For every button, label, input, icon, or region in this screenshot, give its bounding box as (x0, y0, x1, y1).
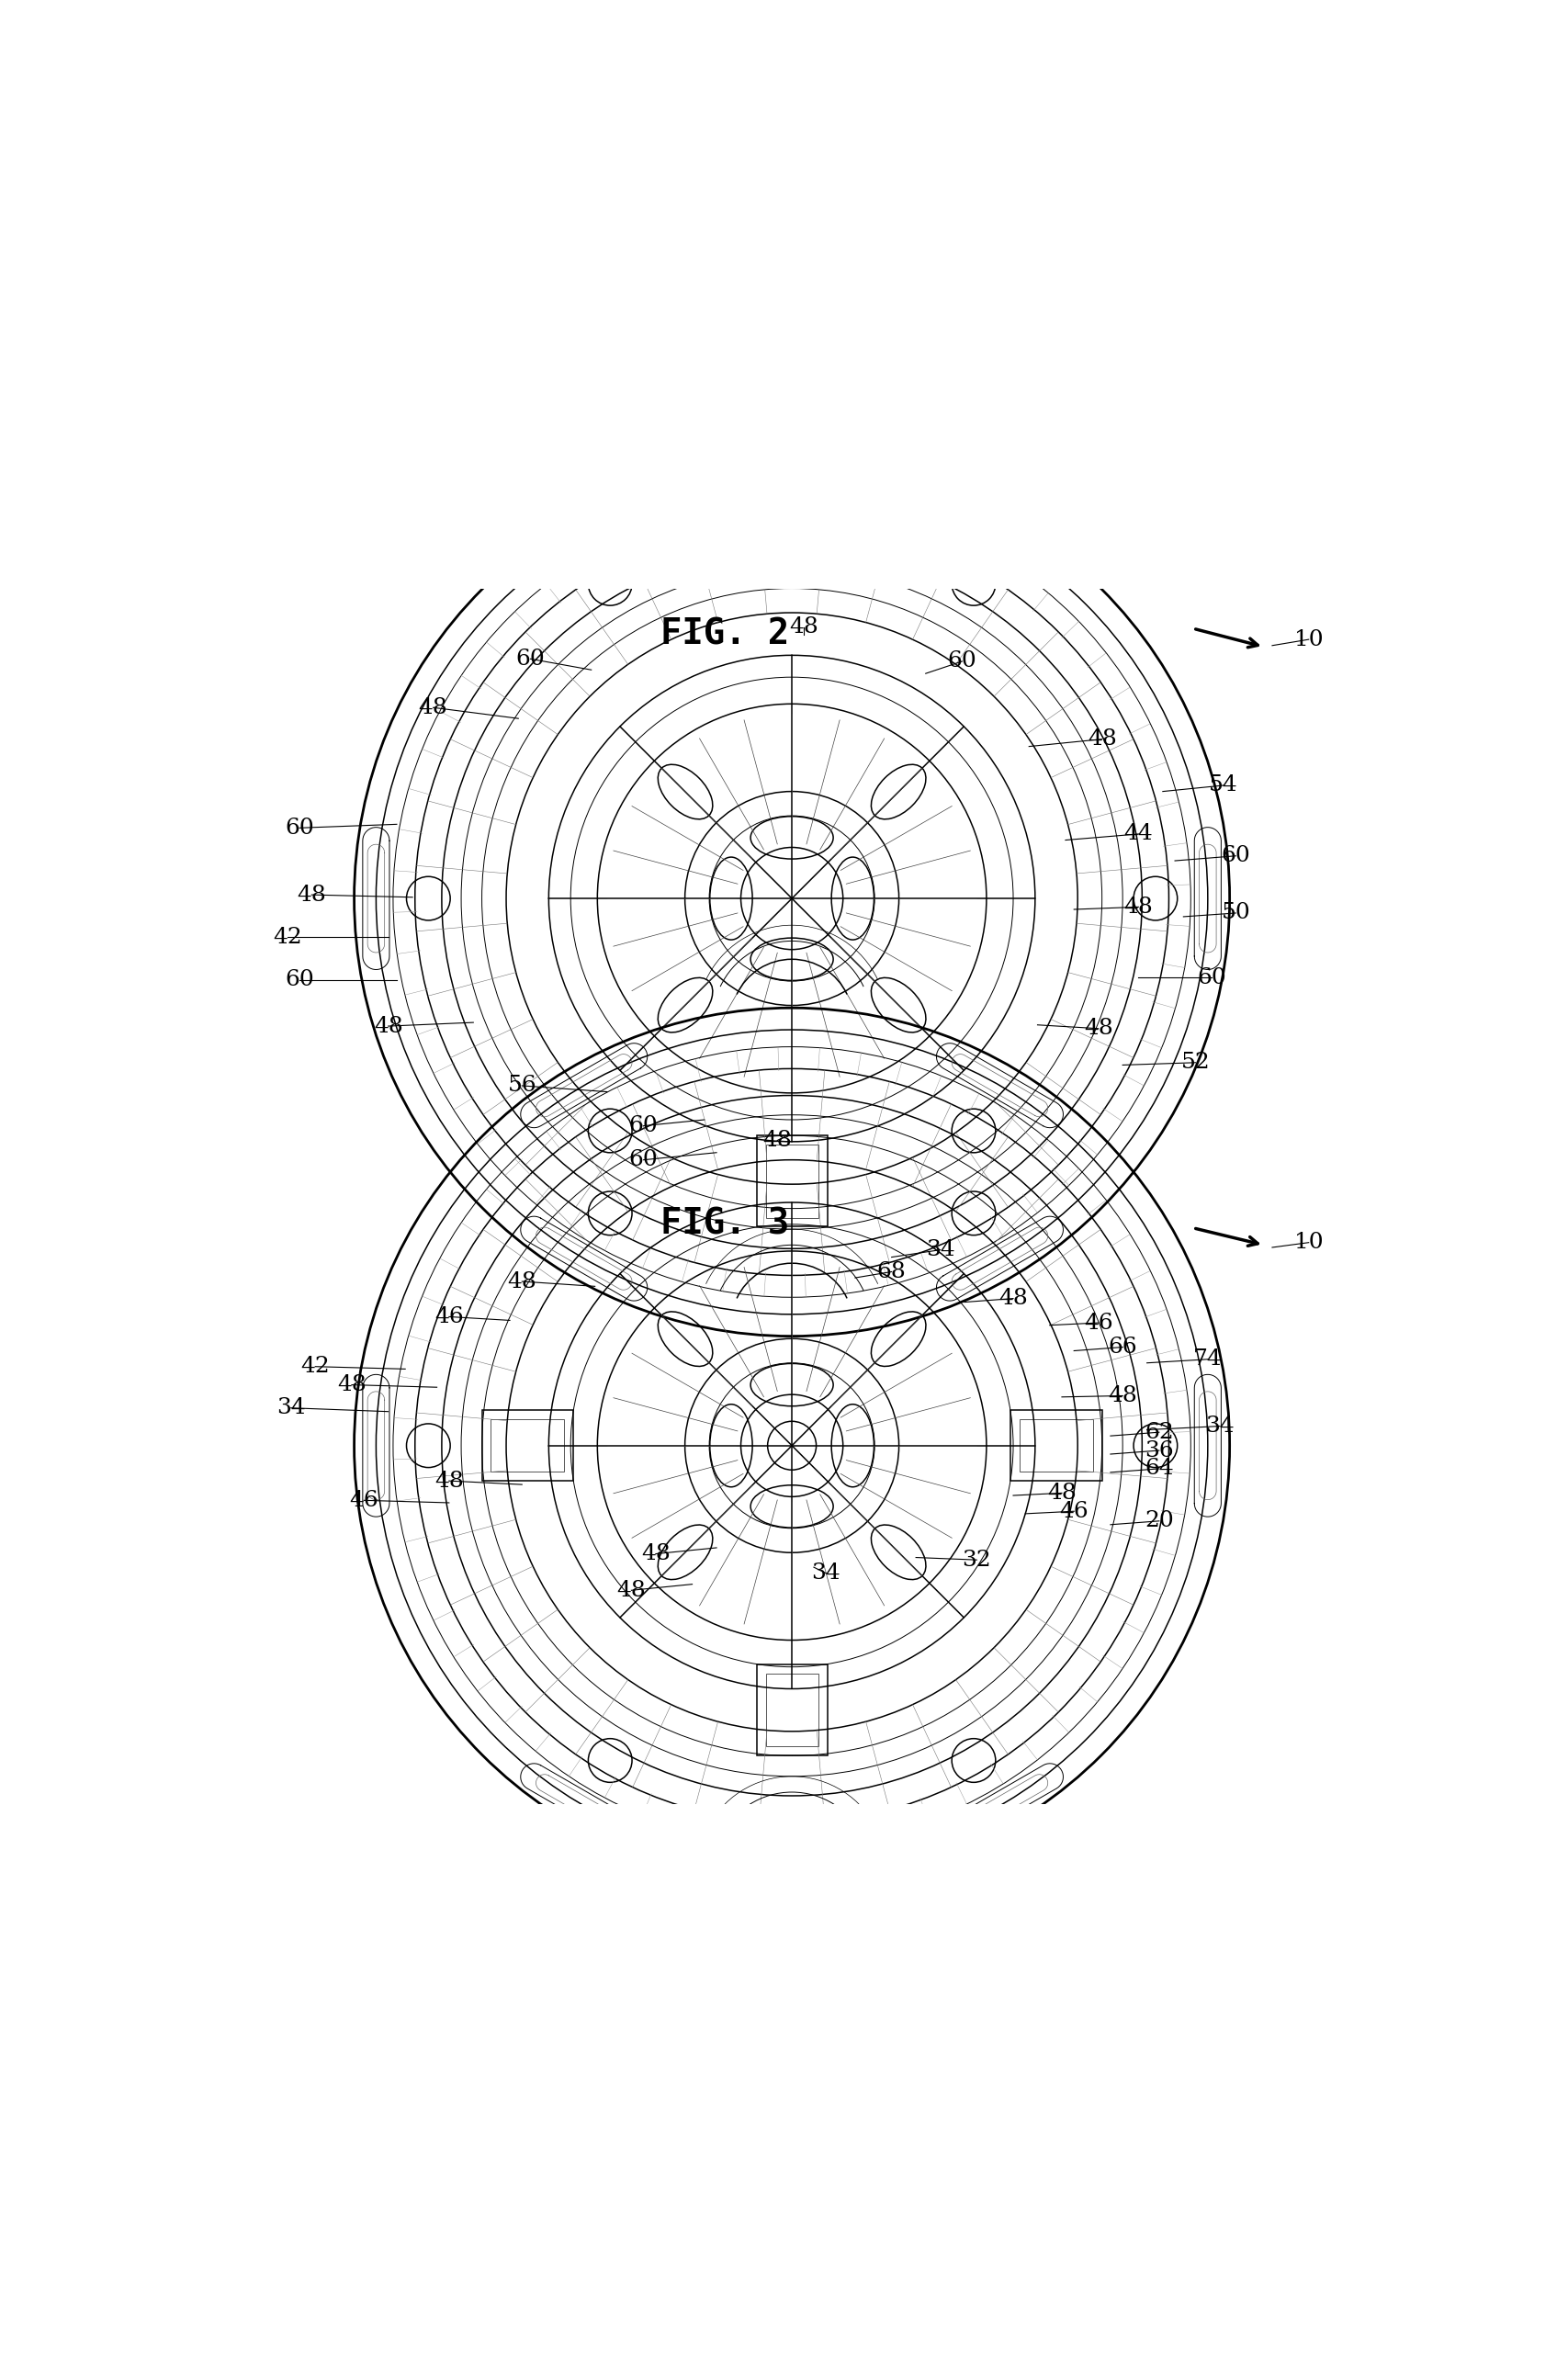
Text: 46: 46 (1083, 1312, 1112, 1334)
Text: 48: 48 (434, 1471, 463, 1492)
Text: 48: 48 (999, 1289, 1027, 1310)
Text: 36: 36 (1145, 1440, 1173, 1462)
Text: 60: 60 (285, 817, 314, 839)
Text: 46: 46 (1058, 1500, 1088, 1521)
Text: 46: 46 (434, 1305, 463, 1327)
Text: 48: 48 (616, 1580, 646, 1601)
Text: 64: 64 (1145, 1459, 1173, 1478)
Text: 48: 48 (641, 1542, 670, 1564)
Text: 66: 66 (1107, 1336, 1137, 1357)
Text: 34: 34 (811, 1564, 840, 1585)
Text: 54: 54 (1209, 775, 1237, 796)
Text: 60: 60 (629, 1116, 657, 1137)
Text: 48: 48 (789, 616, 818, 637)
Text: 60: 60 (947, 651, 977, 673)
Text: 62: 62 (1145, 1421, 1173, 1443)
Text: 52: 52 (1181, 1052, 1209, 1073)
Text: 34: 34 (925, 1239, 955, 1260)
Text: 20: 20 (1145, 1511, 1173, 1530)
Text: 48: 48 (1083, 1019, 1112, 1040)
Text: 42: 42 (301, 1355, 329, 1376)
Text: 42: 42 (273, 926, 301, 948)
Text: 48: 48 (1107, 1386, 1137, 1407)
Text: 60: 60 (516, 649, 544, 670)
Text: 34: 34 (276, 1398, 306, 1419)
Text: 60: 60 (285, 969, 314, 990)
Text: 48: 48 (296, 884, 326, 905)
Text: 74: 74 (1193, 1348, 1221, 1369)
Text: 32: 32 (961, 1549, 991, 1571)
Text: 48: 48 (506, 1270, 536, 1291)
Text: 10: 10 (1294, 1232, 1322, 1253)
Text: 68: 68 (877, 1260, 906, 1282)
Text: 48: 48 (337, 1374, 365, 1395)
Text: 48: 48 (1123, 895, 1152, 917)
Text: 50: 50 (1220, 903, 1250, 924)
Text: 48: 48 (373, 1016, 403, 1038)
Text: 10: 10 (1294, 628, 1322, 649)
Text: 48: 48 (1087, 730, 1116, 749)
Text: 60: 60 (629, 1149, 657, 1170)
Text: 48: 48 (1047, 1483, 1076, 1504)
Text: FIG. 2: FIG. 2 (660, 618, 789, 651)
Text: 44: 44 (1123, 824, 1152, 846)
Text: 60: 60 (1196, 967, 1225, 988)
Text: FIG. 3: FIG. 3 (660, 1206, 789, 1241)
Text: 56: 56 (506, 1076, 536, 1097)
Text: 60: 60 (1220, 846, 1250, 867)
Text: 46: 46 (350, 1490, 378, 1511)
Text: 48: 48 (762, 1130, 792, 1151)
Text: 48: 48 (419, 696, 447, 718)
Text: 34: 34 (1204, 1417, 1234, 1436)
